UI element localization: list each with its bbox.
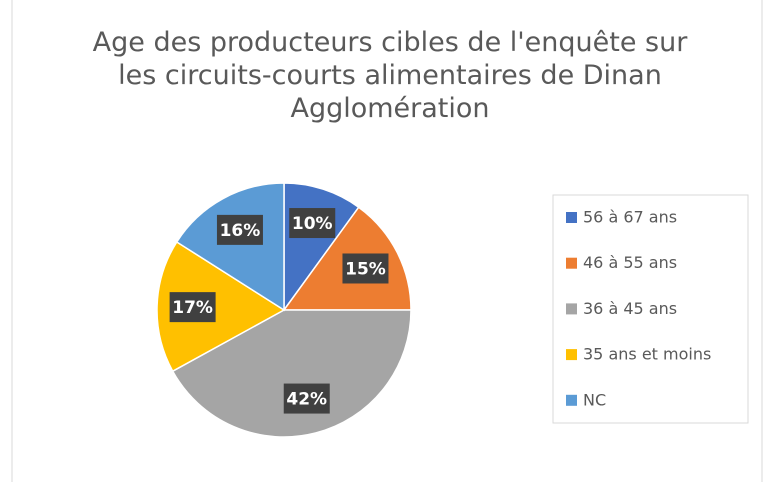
legend-label: NC [583, 390, 606, 409]
data-label-bg [283, 383, 330, 414]
legend-swatch [566, 349, 577, 361]
legend-label: 36 à 45 ans [583, 299, 677, 318]
pie-slice [171, 309, 412, 438]
data-label: 10% [292, 214, 333, 234]
data-label: 17% [172, 298, 213, 318]
legend-label: 46 à 55 ans [583, 253, 677, 272]
legend-swatch [566, 257, 577, 269]
data-label-bg [169, 292, 216, 323]
data-label: 42% [286, 390, 327, 410]
legend-swatch [566, 394, 577, 406]
chart-title: Age des producteurs cibles de l'enquête … [92, 27, 688, 124]
legend-label: 35 ans et moins [583, 345, 711, 364]
data-label: 16% [220, 221, 261, 241]
legend-swatch [566, 212, 577, 223]
data-label-bg [342, 253, 389, 284]
legend-label: 56 à 67 ans [583, 208, 677, 227]
data-label: 15% [345, 259, 386, 279]
pie-slice [175, 182, 285, 312]
chart-frame [11, 0, 763, 482]
data-label-bg [216, 214, 263, 245]
pie-slice [156, 240, 286, 373]
legend-box [552, 194, 749, 424]
legend-swatch [566, 303, 577, 315]
data-label-bg [289, 208, 336, 239]
